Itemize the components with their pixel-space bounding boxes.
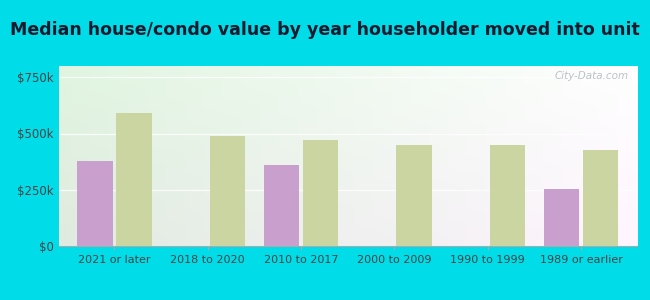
- Bar: [396, 145, 432, 246]
- Bar: [210, 136, 245, 246]
- Bar: [116, 113, 152, 246]
- Bar: [303, 140, 339, 246]
- Bar: [77, 160, 112, 246]
- Text: Median house/condo value by year householder moved into unit: Median house/condo value by year househo…: [10, 21, 640, 39]
- Bar: [489, 145, 525, 246]
- Text: City-Data.com: City-Data.com: [554, 71, 629, 81]
- Bar: [543, 189, 579, 246]
- Bar: [264, 165, 299, 246]
- Bar: [583, 150, 618, 246]
